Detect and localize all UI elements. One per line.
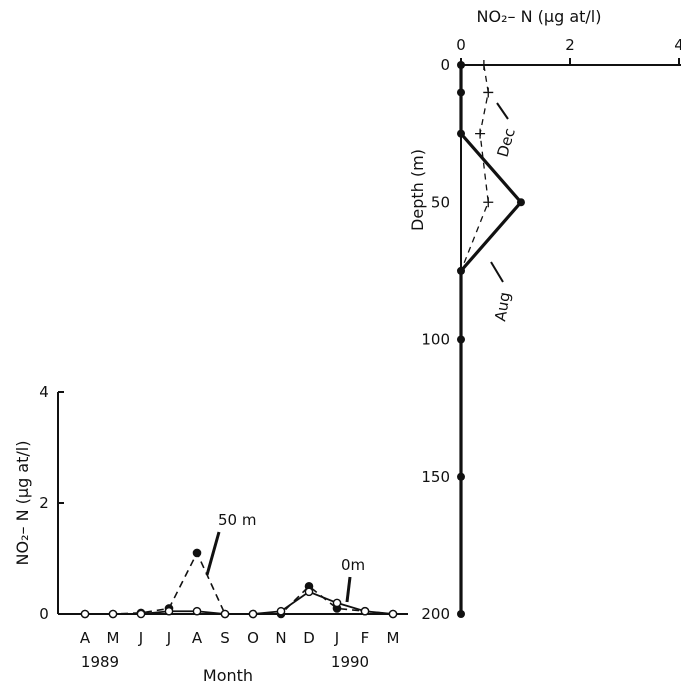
data-point-dec	[475, 128, 486, 139]
left-data-points	[80, 548, 398, 619]
series-line-50m	[85, 551, 394, 615]
data-point-dec	[483, 197, 494, 208]
right-x-tick-label: 2	[565, 36, 575, 54]
left-x-tick-label: J	[166, 629, 171, 647]
left-x-tick-label: S	[220, 629, 230, 647]
data-point-0m	[332, 598, 342, 608]
left-y-tick-label: 2	[39, 494, 49, 512]
series-label-aug-leader	[490, 261, 504, 283]
left-y-axis-title: NO₂– N (µg at/l)	[13, 441, 32, 566]
left-x-tick-label: D	[303, 629, 315, 647]
data-point-0m	[248, 609, 258, 619]
left-x-tick-label: N	[275, 629, 286, 647]
data-point-0m	[80, 609, 90, 619]
data-point-0m	[164, 606, 174, 616]
left-x-tick-label: A	[192, 629, 203, 647]
series-label-aug: Aug	[491, 291, 514, 323]
data-point-dec	[483, 87, 494, 98]
right-x-tick-label: 0	[456, 36, 466, 54]
left-y-tick-label: 0	[39, 605, 49, 623]
depth-profile-chart: 0 2 4 0 50 100 150 200 NO₂– N (µg at/l) Depth …	[408, 7, 681, 623]
series-line-dec	[460, 64, 489, 272]
data-point-aug	[457, 88, 465, 97]
left-x-tick-label: F	[361, 629, 370, 647]
right-y-axis-title: Depth (m)	[408, 149, 427, 231]
left-x-tick-label: M	[107, 629, 120, 647]
right-y-ticks: 0 50 100 150 200	[421, 56, 450, 623]
data-point-0m	[108, 609, 118, 619]
left-series-lines	[85, 551, 394, 615]
data-point-0m	[304, 587, 314, 597]
left-x-tick-label: O	[247, 629, 259, 647]
right-y-tick-label: 150	[421, 468, 450, 486]
series-label-0m-leader	[345, 576, 352, 603]
data-point-aug	[457, 266, 465, 275]
right-y-tick-label: 50	[431, 193, 450, 211]
data-point-0m	[220, 609, 230, 619]
series-line-0m	[85, 590, 394, 615]
right-x-ticks: 0 2 4	[456, 36, 681, 65]
year-label-1989: 1989	[81, 653, 119, 671]
series-label-50m-leader	[205, 531, 221, 576]
data-point-dec	[478, 60, 489, 70]
left-x-tick-label: A	[80, 629, 91, 647]
data-point-0m	[192, 606, 202, 616]
data-point-aug	[457, 472, 465, 481]
left-x-tick-label: J	[334, 629, 339, 647]
series-line-aug	[459, 65, 524, 614]
right-y-tick-label: 0	[440, 56, 450, 74]
right-x-axis-title: NO₂– N (µg at/l)	[477, 7, 602, 26]
left-y-tick-label: 4	[39, 383, 49, 401]
data-point-50m	[192, 548, 202, 558]
data-point-aug	[457, 61, 465, 69]
data-point-aug	[516, 198, 525, 207]
series-label-0m: 0m	[341, 556, 365, 574]
right-data-points	[457, 60, 525, 618]
series-label-dec: Dec	[494, 126, 519, 159]
right-y-tick-label: 100	[421, 331, 450, 349]
right-x-tick-label: 4	[674, 36, 681, 54]
data-point-aug	[457, 129, 465, 138]
data-point-aug	[457, 335, 465, 344]
left-x-axis-title: Month	[203, 666, 253, 685]
data-point-0m	[360, 606, 370, 616]
left-x-tick-label: M	[387, 629, 400, 647]
left-y-ticks: 0 2 4	[39, 383, 64, 623]
series-label-dec-leader	[496, 102, 509, 120]
year-label-1990: 1990	[331, 653, 369, 671]
left-x-tick-label: J	[138, 629, 143, 647]
data-point-0m	[276, 606, 286, 616]
series-label-50m: 50 m	[218, 511, 256, 529]
data-point-0m	[136, 609, 146, 619]
right-y-tick-label: 200	[421, 605, 450, 623]
data-point-0m	[388, 609, 398, 619]
data-point-aug	[457, 610, 465, 618]
